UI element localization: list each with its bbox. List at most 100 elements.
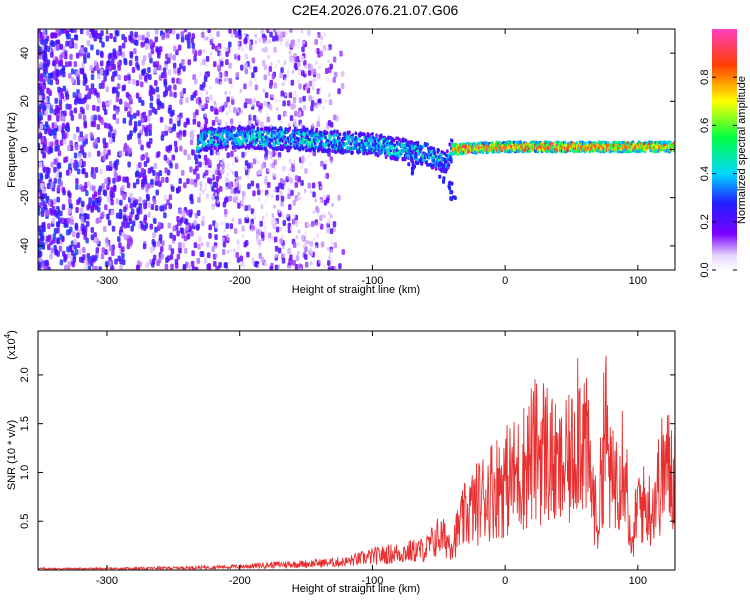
heatmap-cell [217,157,220,162]
heatmap-cell [38,95,43,102]
heatmap-cell [59,259,64,266]
heatmap-cell [253,66,257,73]
x-tick-label: 100 [629,275,647,287]
heatmap-cell [331,149,335,154]
heatmap-cell [191,265,196,270]
heatmap-cell [93,114,97,121]
heatmap-cell [132,78,136,85]
heatmap-cell [117,64,121,71]
heatmap-cell [329,121,334,128]
heatmap-cell [239,88,243,93]
heatmap-cell [47,127,52,134]
heatmap-cell [53,122,58,129]
heatmap-cell [70,68,75,75]
heatmap-cell [225,111,229,116]
heatmap-cell [180,31,185,38]
heatmap-cell [168,203,173,210]
heatmap-cell [262,88,266,93]
heatmap-cell [294,56,299,63]
heatmap-cell [72,256,77,263]
heatmap-cell [167,222,172,229]
heatmap-cell [223,72,227,77]
heatmap-cell [103,148,107,155]
heatmap-cell [300,179,304,186]
heatmap-cell [128,236,133,243]
heatmap-cell [241,47,244,52]
heatmap-cell [146,183,151,190]
heatmap-cell [85,190,89,197]
heatmap-cell [330,248,333,253]
heatmap-cell [168,29,173,34]
heatmap-cell [254,77,258,82]
heatmap-cell [332,56,337,63]
heatmap-cell [328,93,331,98]
heatmap-cell [50,181,54,188]
heatmap-cell [96,123,101,130]
heatmap-cell [320,241,325,248]
heatmap-cell [53,129,57,136]
heatmap-cell [198,155,202,159]
heatmap-cell [199,33,203,38]
heatmap-cell [309,240,314,247]
heatmap-cell [393,143,397,148]
heatmap-cell [99,168,103,175]
heatmap-cell [297,79,300,84]
heatmap-cell [165,145,169,152]
heatmap-cell [67,145,71,152]
heatmap-cell [121,230,125,237]
heatmap-cell [40,182,44,189]
heatmap-cell [201,215,205,220]
heatmap-cell [82,114,87,121]
heatmap-cell [199,187,203,192]
heatmap-cell [187,32,191,39]
heatmap-cell [384,154,388,159]
heatmap-cell [280,234,284,239]
heatmap-cell [179,90,184,97]
heatmap-cell [202,104,205,109]
heatmap-cell [174,163,179,170]
heatmap-cell [61,123,66,130]
heatmap-cell [206,36,209,41]
heatmap-cell [268,29,272,32]
heatmap-cell [80,216,85,223]
heatmap-cell [128,59,133,66]
heatmap-cell [295,235,299,240]
heatmap-cell [316,132,319,137]
heatmap-cell [217,46,221,51]
heatmap-cell [383,148,387,153]
heatmap-cell [164,167,168,174]
heatmap-cell [223,221,226,226]
heatmap-cell [289,167,292,172]
heatmap-cell [274,126,277,131]
heatmap-cell [241,151,245,158]
heatmap-cell [172,234,176,241]
heatmap-cell [277,151,282,158]
heatmap-cell [224,91,227,96]
heatmap-cell [200,242,204,247]
heatmap-cell [144,42,149,49]
heatmap-cell [247,133,250,137]
heatmap-cell [224,262,228,269]
heatmap-cell [289,115,294,122]
heatmap-cell [138,202,142,209]
heatmap-cell [133,48,137,55]
heatmap-cell [304,70,308,75]
heatmap-cell [82,168,86,175]
heatmap-cell [108,131,112,138]
heatmap-cell [82,247,86,254]
heatmap-cell [44,128,48,135]
heatmap-cell [329,214,333,219]
heatmap-cell [204,63,208,68]
heatmap-cell [140,154,144,161]
heatmap-cell [323,199,328,206]
heatmap-cell [266,193,269,198]
heatmap-cell [42,152,46,159]
heatmap-cell [129,130,133,137]
heatmap-cell [154,29,159,35]
heatmap-cell [273,236,278,243]
heatmap-cell [221,167,225,174]
heatmap-cell [141,59,145,66]
heatmap-cell [68,198,72,205]
heatmap-cell [178,78,182,85]
heatmap-cell [266,116,271,123]
